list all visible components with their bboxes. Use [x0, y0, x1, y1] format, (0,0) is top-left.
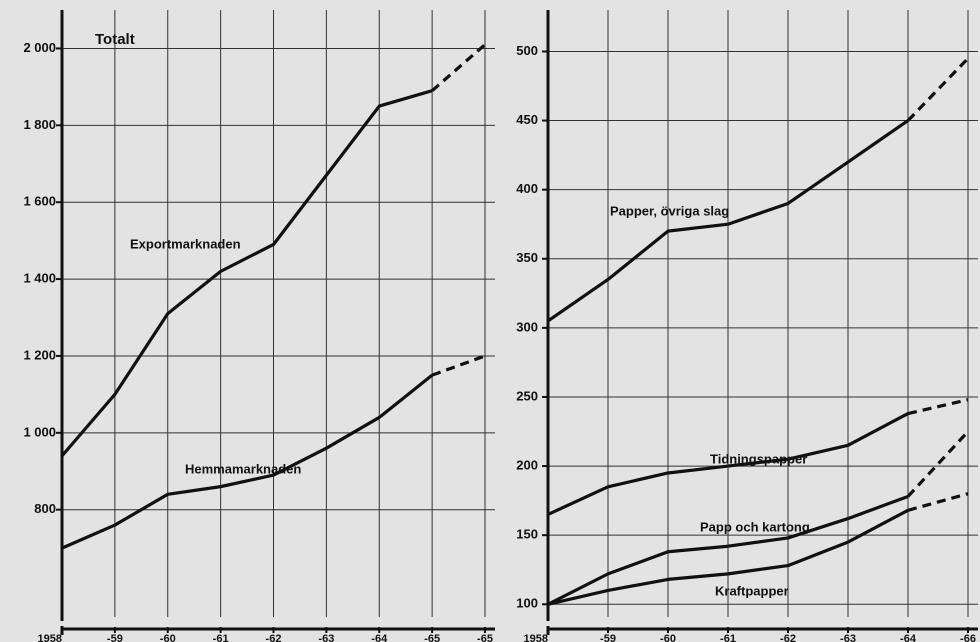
series-label: Papp och kartong — [700, 519, 810, 534]
y-tick-label: 100 — [516, 596, 538, 611]
y-tick-label: 400 — [516, 181, 538, 196]
x-tick-label: 1958 — [524, 633, 548, 642]
x-tick-label: -62 — [266, 633, 282, 642]
x-tick-label: -64 — [900, 633, 917, 642]
chart-title: Totalt — [95, 31, 135, 48]
x-tick-label: 1958 — [38, 633, 62, 642]
series-line — [547, 412, 909, 516]
x-tick-label: -61 — [213, 633, 229, 642]
series-line — [547, 508, 909, 606]
series-line-projection — [431, 354, 486, 377]
series-line-projection — [907, 492, 969, 512]
x-tick-label: -59 — [600, 633, 616, 642]
y-tick-label: 500 — [516, 43, 538, 58]
x-tick-label: -66 — [960, 633, 976, 642]
y-tick-label: 450 — [516, 112, 538, 127]
series-label: Kraftpapper — [715, 583, 789, 598]
y-tick-label: 2 000 — [23, 40, 56, 55]
y-tick-label: 1 800 — [23, 117, 56, 132]
y-tick-label: 1 200 — [23, 347, 56, 362]
y-tick-label: 250 — [516, 388, 538, 403]
series-line-projection — [431, 43, 487, 92]
y-tick-label: 150 — [516, 527, 538, 542]
series-line-projection — [907, 398, 969, 416]
y-tick-label: 1 600 — [23, 194, 56, 209]
x-tick-label: -60 — [160, 633, 176, 642]
x-tick-label: -63 — [840, 633, 856, 642]
series-label: Hemmamarknaden — [185, 461, 301, 476]
y-tick-label: 1 400 — [23, 271, 56, 286]
x-tick-label: -65 — [424, 633, 440, 642]
x-tick-label: -64 — [371, 633, 388, 642]
y-tick-label: 1 000 — [23, 424, 56, 439]
x-tick-label: -65 — [477, 633, 493, 642]
x-tick-label: -62 — [780, 633, 796, 642]
series-line — [547, 494, 909, 606]
y-tick-label: 200 — [516, 458, 538, 473]
x-tick-label: -59 — [107, 633, 123, 642]
x-tick-label: -61 — [720, 633, 736, 642]
series-label: Exportmarknaden — [130, 236, 241, 251]
y-tick-label: 300 — [516, 319, 538, 334]
series-line — [547, 119, 909, 323]
x-tick-label: -63 — [318, 633, 334, 642]
y-tick-label: 800 — [34, 501, 56, 516]
series-line — [61, 373, 434, 550]
series-line — [60, 89, 433, 457]
y-tick-label: 350 — [516, 250, 538, 265]
x-tick-label: -60 — [660, 633, 676, 642]
series-label: Papper, övriga slag — [610, 203, 729, 218]
series-label: Tidningspapper — [710, 451, 807, 466]
